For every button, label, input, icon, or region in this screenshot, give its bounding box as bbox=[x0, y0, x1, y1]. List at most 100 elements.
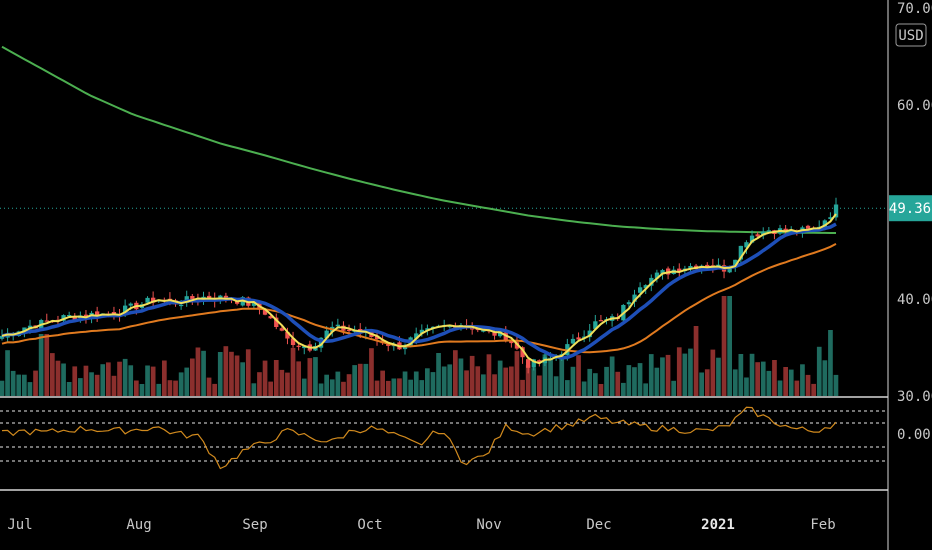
volume-bar bbox=[167, 380, 173, 396]
volume-bar bbox=[184, 367, 190, 396]
candle-body bbox=[587, 330, 592, 338]
osc-tick-label: 0.00 bbox=[897, 427, 931, 443]
candle-body bbox=[598, 320, 604, 322]
volume-bar bbox=[61, 363, 66, 396]
volume-bar bbox=[772, 360, 777, 396]
volume-bar bbox=[828, 330, 833, 396]
volume-bar bbox=[363, 363, 369, 396]
volume-bar bbox=[693, 326, 699, 396]
last-price-label: 49.36 bbox=[889, 201, 931, 217]
candle-body bbox=[190, 296, 195, 300]
volume-bar bbox=[313, 357, 318, 396]
volume-bar bbox=[296, 361, 301, 396]
volume-bar bbox=[688, 348, 693, 396]
candle-body bbox=[145, 297, 150, 303]
candle-body bbox=[766, 230, 771, 232]
volume-bar bbox=[307, 358, 313, 396]
candle-body bbox=[828, 217, 833, 219]
volume-bar bbox=[10, 370, 16, 396]
oscillator-line bbox=[1, 406, 837, 470]
volume-bar bbox=[492, 374, 497, 396]
fast-ma-line bbox=[1, 213, 837, 365]
volume-bar bbox=[525, 365, 531, 396]
price-tick-label: 70.00 bbox=[897, 1, 932, 17]
volume-bar bbox=[16, 374, 22, 396]
price-tick-label: 40.00 bbox=[897, 292, 932, 308]
volume-bar bbox=[710, 349, 716, 396]
volume-bar bbox=[816, 346, 822, 396]
volume-bar bbox=[542, 354, 548, 396]
volume-bar bbox=[173, 380, 178, 396]
candle-body bbox=[262, 309, 268, 315]
volume-bar bbox=[0, 380, 5, 396]
volume-bar bbox=[425, 368, 430, 396]
time-tick-label: Jul bbox=[7, 517, 32, 533]
volume-bar bbox=[671, 380, 676, 396]
volume-bar bbox=[497, 360, 503, 396]
volume-bar bbox=[301, 378, 307, 396]
candle-body bbox=[72, 316, 77, 320]
mid-ma-line bbox=[1, 222, 837, 360]
volume-bar bbox=[637, 363, 643, 396]
volume-bar bbox=[727, 296, 732, 396]
volume-bar bbox=[413, 371, 419, 396]
volume-bar bbox=[195, 347, 201, 396]
volume-bar bbox=[643, 383, 648, 396]
time-tick-label: Dec bbox=[586, 517, 611, 533]
volume-bar bbox=[262, 360, 268, 396]
candle-body bbox=[179, 304, 184, 307]
volume-bar bbox=[156, 383, 162, 396]
volume-bar bbox=[279, 369, 285, 396]
volume-bar bbox=[212, 383, 217, 396]
volume-bar bbox=[100, 364, 106, 396]
volume-bar bbox=[760, 361, 766, 396]
volume-bar bbox=[576, 355, 581, 396]
candle-body bbox=[492, 331, 497, 336]
candle-body bbox=[274, 317, 279, 327]
candle-body bbox=[660, 270, 665, 274]
candle-body bbox=[833, 204, 839, 218]
volume-bar bbox=[391, 378, 397, 396]
candle-body bbox=[83, 314, 89, 318]
volume-bar bbox=[447, 364, 453, 396]
candle-body bbox=[285, 331, 290, 339]
candle-body bbox=[44, 320, 49, 322]
candle-body bbox=[755, 234, 760, 237]
volume-bar bbox=[777, 380, 783, 396]
candle-body bbox=[576, 337, 581, 340]
volume-bar bbox=[44, 334, 50, 396]
candle-body bbox=[805, 225, 811, 229]
volume-bar bbox=[570, 366, 576, 396]
candle-body bbox=[324, 330, 329, 339]
volume-bar bbox=[615, 371, 621, 396]
volume-bar bbox=[134, 380, 139, 396]
volume-bar bbox=[788, 369, 794, 396]
volume-bar bbox=[531, 368, 537, 396]
volume-bar bbox=[587, 368, 593, 396]
volume-bar bbox=[704, 369, 710, 396]
volume-bar bbox=[565, 380, 570, 396]
volume-bar bbox=[385, 380, 391, 396]
volume-bar bbox=[509, 366, 514, 396]
volume-bar bbox=[22, 374, 27, 396]
volume-bar bbox=[5, 350, 10, 396]
volume-bar bbox=[229, 351, 234, 396]
volume-bar bbox=[716, 357, 721, 396]
candle-body bbox=[783, 228, 788, 232]
candle-body bbox=[531, 359, 536, 368]
volume-bar bbox=[794, 380, 800, 396]
volume-bar bbox=[738, 354, 744, 396]
price-tick-label: 60.00 bbox=[897, 98, 932, 114]
volume-bar bbox=[749, 353, 755, 396]
candle-body bbox=[318, 337, 324, 348]
volume-bar bbox=[329, 379, 335, 396]
volume-bar bbox=[609, 356, 615, 396]
volume-bar bbox=[55, 360, 61, 396]
volume-bar bbox=[419, 380, 425, 396]
volume-bar bbox=[397, 378, 402, 396]
volume-bar bbox=[145, 365, 150, 396]
volume-bar bbox=[223, 346, 229, 396]
volume-bar bbox=[654, 367, 660, 396]
long-ma-line bbox=[1, 45, 836, 234]
volume-bar bbox=[744, 377, 749, 396]
